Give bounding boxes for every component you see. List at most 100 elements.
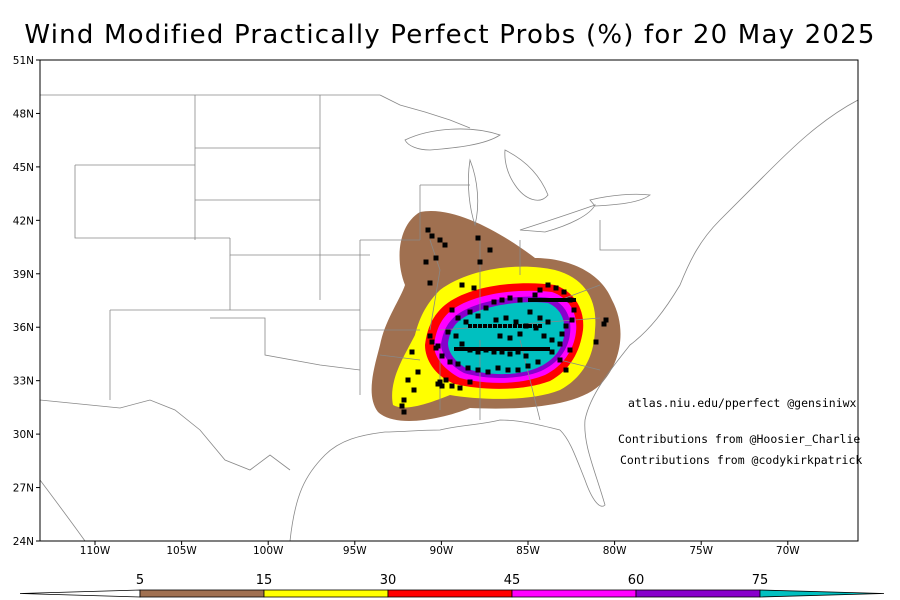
storm-report-marker <box>537 287 543 293</box>
storm-report-marker <box>478 347 482 351</box>
storm-report-marker <box>553 285 559 291</box>
storm-report-marker <box>518 347 522 351</box>
storm-report-marker <box>447 359 453 365</box>
storm-report-marker <box>454 347 458 351</box>
storm-report-marker <box>483 324 487 328</box>
storm-report-marker <box>473 324 477 328</box>
storm-report-marker <box>564 298 568 302</box>
storm-report-marker <box>536 298 540 302</box>
colorbar-segment <box>263 589 389 598</box>
storm-report-marker <box>486 347 490 351</box>
storm-report-marker <box>538 347 542 351</box>
storm-report-marker <box>556 298 560 302</box>
colorbar-segment <box>387 589 513 598</box>
lon-label: 70W <box>776 545 800 557</box>
lat-label: 48N <box>13 108 34 120</box>
storm-report-marker <box>560 298 564 302</box>
colorbar-segment <box>635 589 761 598</box>
storm-report-marker <box>475 349 481 355</box>
storm-report-marker <box>499 349 505 355</box>
storm-report-marker <box>563 323 569 329</box>
storm-report-marker <box>493 317 499 323</box>
storm-report-marker <box>399 403 405 409</box>
storm-report-marker <box>482 347 486 351</box>
lat-label: 36N <box>13 322 34 334</box>
storm-report-marker <box>526 347 530 351</box>
lon-label: 80W <box>603 545 627 557</box>
storm-report-marker <box>532 298 536 302</box>
storm-report-marker <box>549 349 555 355</box>
storm-report-marker <box>485 369 491 375</box>
storm-report-marker <box>552 298 556 302</box>
storm-report-marker <box>548 298 552 302</box>
lon-label: 105W <box>166 545 197 557</box>
storm-report-marker <box>442 242 448 248</box>
storm-report-marker <box>401 397 407 403</box>
map-title: Wind Modified Practically Perfect Probs … <box>24 20 876 50</box>
colorbar-low-arrow <box>19 589 141 598</box>
storm-report-marker <box>518 324 522 328</box>
storm-report-marker <box>487 247 493 253</box>
storm-report-marker <box>466 347 470 351</box>
prob-contour-75 <box>448 302 565 375</box>
storm-report-marker <box>559 331 565 337</box>
storm-report-marker <box>571 307 577 313</box>
storm-report-marker <box>475 235 481 241</box>
storm-report-marker <box>510 347 514 351</box>
storm-report-marker <box>503 324 507 328</box>
storm-report-marker <box>557 341 563 347</box>
storm-report-marker <box>530 347 534 351</box>
storm-report-marker <box>525 363 531 369</box>
storm-report-marker <box>568 298 572 302</box>
colorbar-label: 30 <box>380 573 397 588</box>
lat-label: 51N <box>13 55 34 67</box>
lat-label: 27N <box>13 483 34 495</box>
storm-report-marker <box>495 365 501 371</box>
credit-annotation-1: Contributions from @Hoosier_Charlie <box>618 432 861 446</box>
colorbar-label: 5 <box>136 573 144 588</box>
storm-report-marker <box>471 285 477 291</box>
storm-report-marker <box>540 298 544 302</box>
storm-report-marker <box>593 339 599 345</box>
storm-report-marker <box>493 324 497 328</box>
colorbar-label: 15 <box>256 573 273 588</box>
storm-report-marker <box>499 297 505 303</box>
lon-label: 90W <box>430 545 454 557</box>
geographic-borders <box>40 94 858 541</box>
storm-reports <box>399 227 609 415</box>
storm-report-marker <box>514 347 518 351</box>
storm-report-marker <box>475 313 481 319</box>
longitude-axis: 110W 105W 100W 95W 90W 85W 80W 75W 70W <box>80 541 800 557</box>
storm-report-marker <box>515 367 521 373</box>
storm-report-marker <box>545 282 551 288</box>
storm-report-marker <box>522 347 526 351</box>
storm-report-marker <box>538 324 542 328</box>
storm-report-marker <box>429 233 435 239</box>
storm-report-marker <box>491 349 497 355</box>
storm-report-marker <box>455 315 461 321</box>
storm-report-marker <box>437 237 443 243</box>
storm-report-marker <box>494 347 498 351</box>
storm-report-marker <box>545 319 551 325</box>
storm-report-marker <box>405 377 411 383</box>
colorbar-high-arrow <box>759 589 885 598</box>
storm-report-marker <box>532 292 538 298</box>
storm-report-marker <box>467 379 473 385</box>
storm-report-marker <box>453 333 459 339</box>
lat-label: 24N <box>13 536 34 548</box>
storm-report-marker <box>498 324 502 328</box>
storm-report-marker <box>457 385 463 391</box>
storm-report-marker <box>449 307 455 313</box>
storm-report-marker <box>439 353 445 359</box>
storm-report-marker <box>488 324 492 328</box>
storm-report-marker <box>415 369 421 375</box>
storm-report-marker <box>528 324 532 328</box>
lon-label: 95W <box>343 545 367 557</box>
lon-label: 110W <box>80 545 111 557</box>
storm-report-marker <box>483 305 489 311</box>
storm-report-marker <box>542 347 546 351</box>
storm-report-marker <box>474 347 478 351</box>
storm-report-marker <box>497 333 503 339</box>
storm-report-marker <box>505 367 511 373</box>
storm-report-marker <box>443 377 449 383</box>
